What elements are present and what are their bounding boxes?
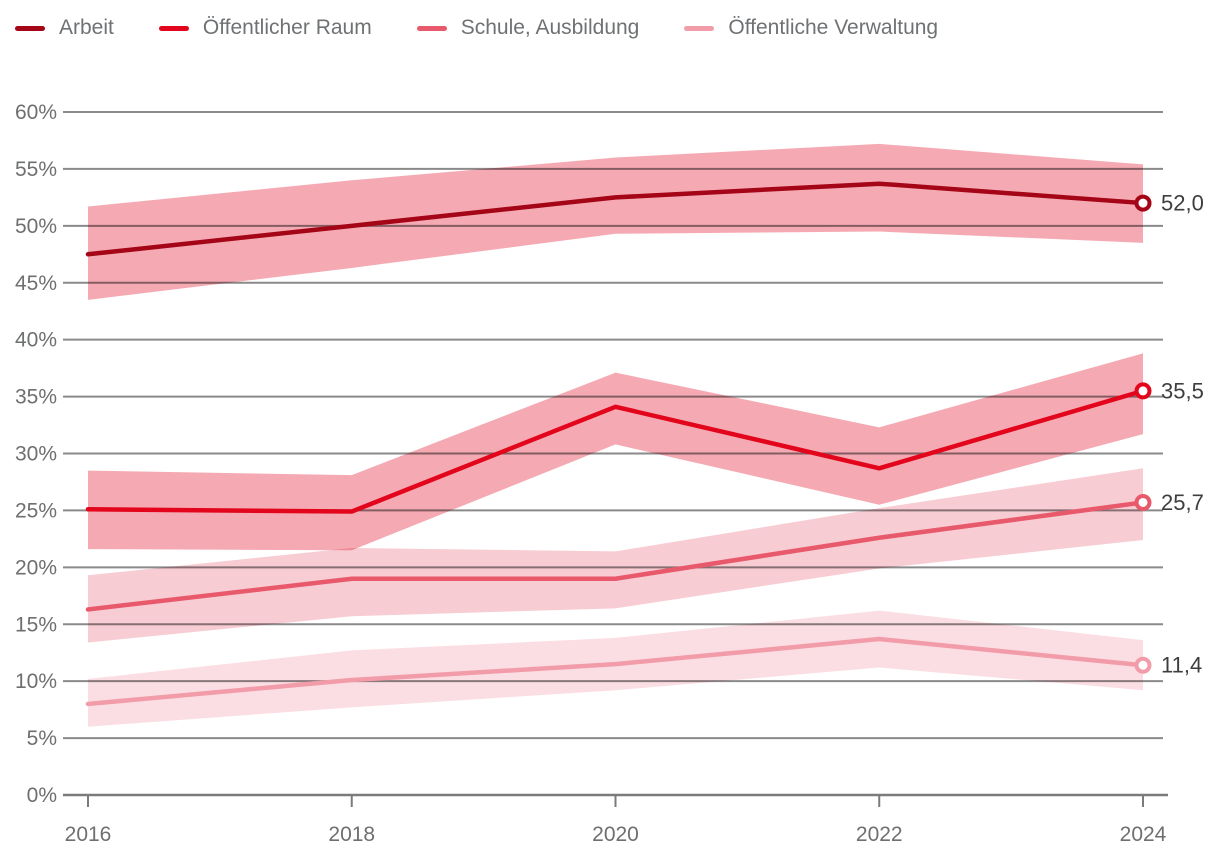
end-label-arbeit: 52,0 (1161, 191, 1204, 216)
band-schule-ausbildung (88, 468, 1143, 643)
x-tick-label-2024: 2024 (1120, 823, 1167, 846)
legend: Arbeit Öffentlicher Raum Schule, Ausbild… (15, 16, 938, 40)
legend-swatch-oeffentlicher-raum (158, 25, 189, 31)
y-tick-label-5%: 5% (27, 727, 57, 750)
legend-swatch-oeffentliche-verwaltung (684, 25, 715, 31)
legend-label-arbeit: Arbeit (59, 16, 114, 39)
end-label-oeffentlicher-raum: 35,5 (1161, 378, 1204, 403)
legend-label-oeffentlicher-raum: Öffentlicher Raum (202, 16, 372, 39)
y-tick-label-15%: 15% (15, 613, 57, 636)
legend-item-oeffentlicher-raum: Öffentlicher Raum (158, 16, 372, 40)
legend-item-schule-ausbildung: Schule, Ausbildung (416, 16, 640, 40)
y-tick-label-55%: 55% (15, 158, 57, 181)
legend-label-schule-ausbildung: Schule, Ausbildung (460, 16, 640, 39)
band-oeffentlicher-raum (88, 353, 1143, 551)
legend-swatch-schule-ausbildung (416, 25, 447, 31)
end-label-schule-ausbildung: 25,7 (1161, 490, 1204, 515)
line-oeffentlicher-raum (85, 388, 1146, 514)
y-tick-label-45%: 45% (15, 272, 57, 295)
legend-swatch-arbeit (15, 25, 45, 31)
end-label-oeffentliche-verwaltung: 11,4 (1161, 653, 1202, 678)
end-marker-schule-ausbildung (1134, 493, 1152, 511)
x-tick-label-2022: 2022 (856, 823, 903, 846)
y-tick-label-35%: 35% (15, 386, 57, 409)
end-marker-oeffentliche-verwaltung (1134, 656, 1152, 674)
y-tick-label-0%: 0% (27, 784, 57, 807)
line-arbeit (85, 181, 1146, 257)
x-tick-label-2018: 2018 (328, 823, 375, 846)
line-oeffentliche-verwaltung (85, 636, 1146, 707)
band-arbeit (88, 143, 1143, 300)
y-tick-label-20%: 20% (15, 556, 57, 579)
y-tick-label-30%: 30% (15, 443, 57, 466)
end-marker-oeffentlicher-raum (1134, 382, 1152, 400)
x-tick-label-2016: 2016 (65, 823, 112, 846)
x-tick-label-2020: 2020 (592, 823, 639, 846)
legend-label-oeffentliche-verwaltung: Öffentliche Verwaltung (728, 16, 939, 39)
end-marker-arbeit (1134, 194, 1152, 212)
y-tick-label-60%: 60% (15, 101, 57, 124)
y-tick-label-50%: 50% (15, 215, 57, 238)
y-tick-label-10%: 10% (15, 670, 57, 693)
legend-item-arbeit: Arbeit (15, 16, 114, 40)
y-tick-label-40%: 40% (15, 329, 57, 352)
line-schule-ausbildung (85, 500, 1146, 612)
legend-item-oeffentliche-verwaltung: Öffentliche Verwaltung (684, 16, 938, 40)
y-tick-label-25%: 25% (15, 499, 57, 522)
band-oeffentliche-verwaltung (88, 610, 1143, 727)
